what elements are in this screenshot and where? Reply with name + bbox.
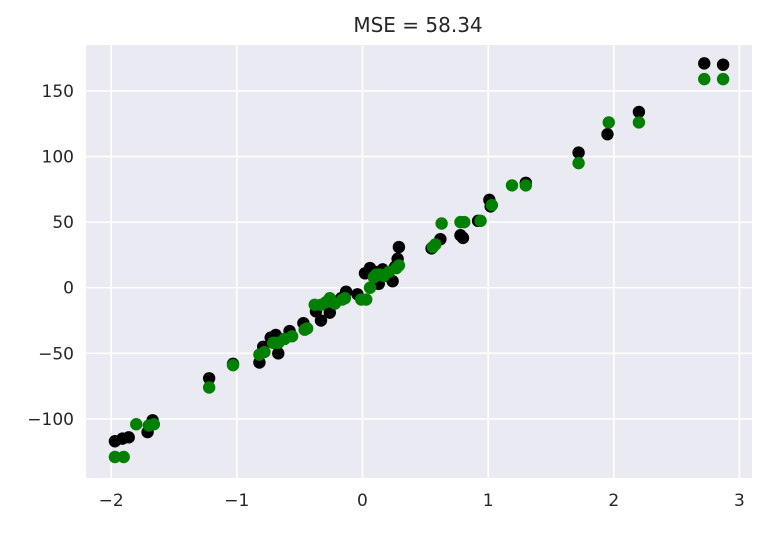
y-tick-label: 0 xyxy=(63,279,74,299)
data-point xyxy=(698,57,711,70)
data-point xyxy=(202,372,216,385)
data-points xyxy=(108,57,730,464)
gridlines xyxy=(86,45,752,478)
data-point xyxy=(429,238,442,251)
data-point xyxy=(108,450,122,464)
data-point xyxy=(519,179,533,192)
data-point xyxy=(601,128,614,141)
data-point xyxy=(392,240,406,254)
x-tick-label: 0 xyxy=(357,491,368,511)
x-tick-label: 3 xyxy=(734,491,745,511)
data-point xyxy=(360,293,373,306)
data-point xyxy=(130,418,143,431)
data-point xyxy=(323,306,336,319)
y-tick-label: 150 xyxy=(42,82,74,102)
y-tick-label: 50 xyxy=(52,213,74,233)
data-point xyxy=(300,322,314,335)
y-tick-label: −100 xyxy=(27,410,74,430)
data-point xyxy=(122,431,135,444)
y-tick-label: 100 xyxy=(42,148,74,168)
data-point xyxy=(602,116,615,129)
x-tick-label: 1 xyxy=(483,491,494,511)
x-tick-label: −1 xyxy=(224,491,249,511)
data-point xyxy=(392,259,406,272)
data-point xyxy=(314,314,328,327)
data-point xyxy=(698,72,711,86)
data-point xyxy=(202,381,216,394)
data-point xyxy=(474,214,487,228)
data-point xyxy=(485,198,499,212)
data-point xyxy=(572,146,585,159)
data-point xyxy=(285,330,299,343)
data-point xyxy=(226,358,240,372)
y-tick-label: −50 xyxy=(38,344,74,364)
series-1 xyxy=(108,72,730,464)
plot-area xyxy=(86,45,752,478)
x-tick-label: −2 xyxy=(99,491,124,511)
data-point xyxy=(632,116,646,129)
data-point xyxy=(363,281,377,294)
chart-title: MSE = 58.34 xyxy=(353,13,482,37)
data-point xyxy=(147,418,161,431)
x-axis: −2 −1 0 1 2 3 xyxy=(99,491,745,511)
data-point xyxy=(572,156,585,170)
data-point xyxy=(338,292,352,305)
data-point xyxy=(632,105,646,119)
data-point xyxy=(117,450,130,464)
data-point xyxy=(716,72,730,86)
y-axis: −100 −50 0 50 100 150 xyxy=(27,82,74,430)
data-point xyxy=(456,231,470,245)
x-tick-label: 2 xyxy=(608,491,619,511)
data-point xyxy=(258,345,271,359)
data-point xyxy=(272,347,285,360)
data-point xyxy=(505,179,519,192)
data-point xyxy=(716,58,730,71)
data-point xyxy=(458,215,471,229)
data-point xyxy=(435,217,448,230)
